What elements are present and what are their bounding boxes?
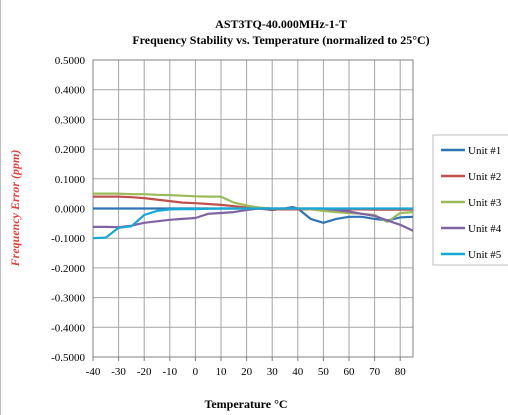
x-tick-label: 70 bbox=[369, 366, 381, 378]
legend-label-unit-2: Unit #2 bbox=[468, 171, 501, 183]
x-tick-label: 50 bbox=[318, 366, 330, 378]
y-tick-label: 0.0000 bbox=[55, 204, 86, 216]
chart-subtitle: Frequency Stability vs. Temperature (nor… bbox=[132, 33, 429, 47]
y-tick-label: 0.4000 bbox=[55, 85, 86, 97]
x-tick-label: 0 bbox=[193, 366, 199, 378]
legend-label-unit-3: Unit #3 bbox=[468, 197, 502, 209]
series-lines bbox=[92, 192, 414, 240]
x-axis-label: Temperature °C bbox=[204, 397, 287, 411]
x-tick-label: -30 bbox=[111, 366, 126, 378]
legend-label-unit-5: Unit #5 bbox=[468, 249, 502, 261]
x-tick-label: 30 bbox=[267, 366, 279, 378]
legend: Unit #1 Unit #2 Unit #3 Unit #4 Unit #5 bbox=[432, 134, 508, 266]
y-tick-label: -0.5000 bbox=[51, 352, 85, 364]
y-tick-label: 0.3000 bbox=[55, 114, 86, 126]
x-tick-label: 20 bbox=[241, 366, 253, 378]
series-line-unit-4 bbox=[93, 207, 414, 232]
y-axis-label: Frequency Error (ppm) bbox=[8, 150, 22, 268]
legend-label-unit-1: Unit #1 bbox=[468, 145, 501, 157]
legend-box bbox=[432, 134, 508, 266]
x-tick-label: -10 bbox=[162, 366, 177, 378]
legend-label-unit-4: Unit #4 bbox=[468, 223, 502, 235]
y-tick-label: -0.2000 bbox=[51, 263, 85, 275]
y-tick-label: -0.4000 bbox=[51, 322, 85, 334]
series-line-unit-5 bbox=[92, 207, 413, 240]
x-tick-label: 80 bbox=[395, 366, 407, 378]
y-tick-label: -0.3000 bbox=[51, 293, 85, 305]
x-tick-label: 40 bbox=[292, 366, 304, 378]
x-tick-label: -40 bbox=[86, 366, 101, 378]
chart-title: AST3TQ-40.000MHz-1-T bbox=[215, 17, 347, 31]
x-tick-label: -20 bbox=[137, 366, 152, 378]
x-tick-label: 60 bbox=[344, 366, 356, 378]
y-tick-label: 0.1000 bbox=[55, 174, 86, 186]
y-tick-label: 0.2000 bbox=[55, 144, 86, 156]
y-tick-label: 0.5000 bbox=[55, 55, 86, 67]
x-tick-label: 10 bbox=[216, 366, 228, 378]
y-tick-label: -0.1000 bbox=[51, 233, 85, 245]
